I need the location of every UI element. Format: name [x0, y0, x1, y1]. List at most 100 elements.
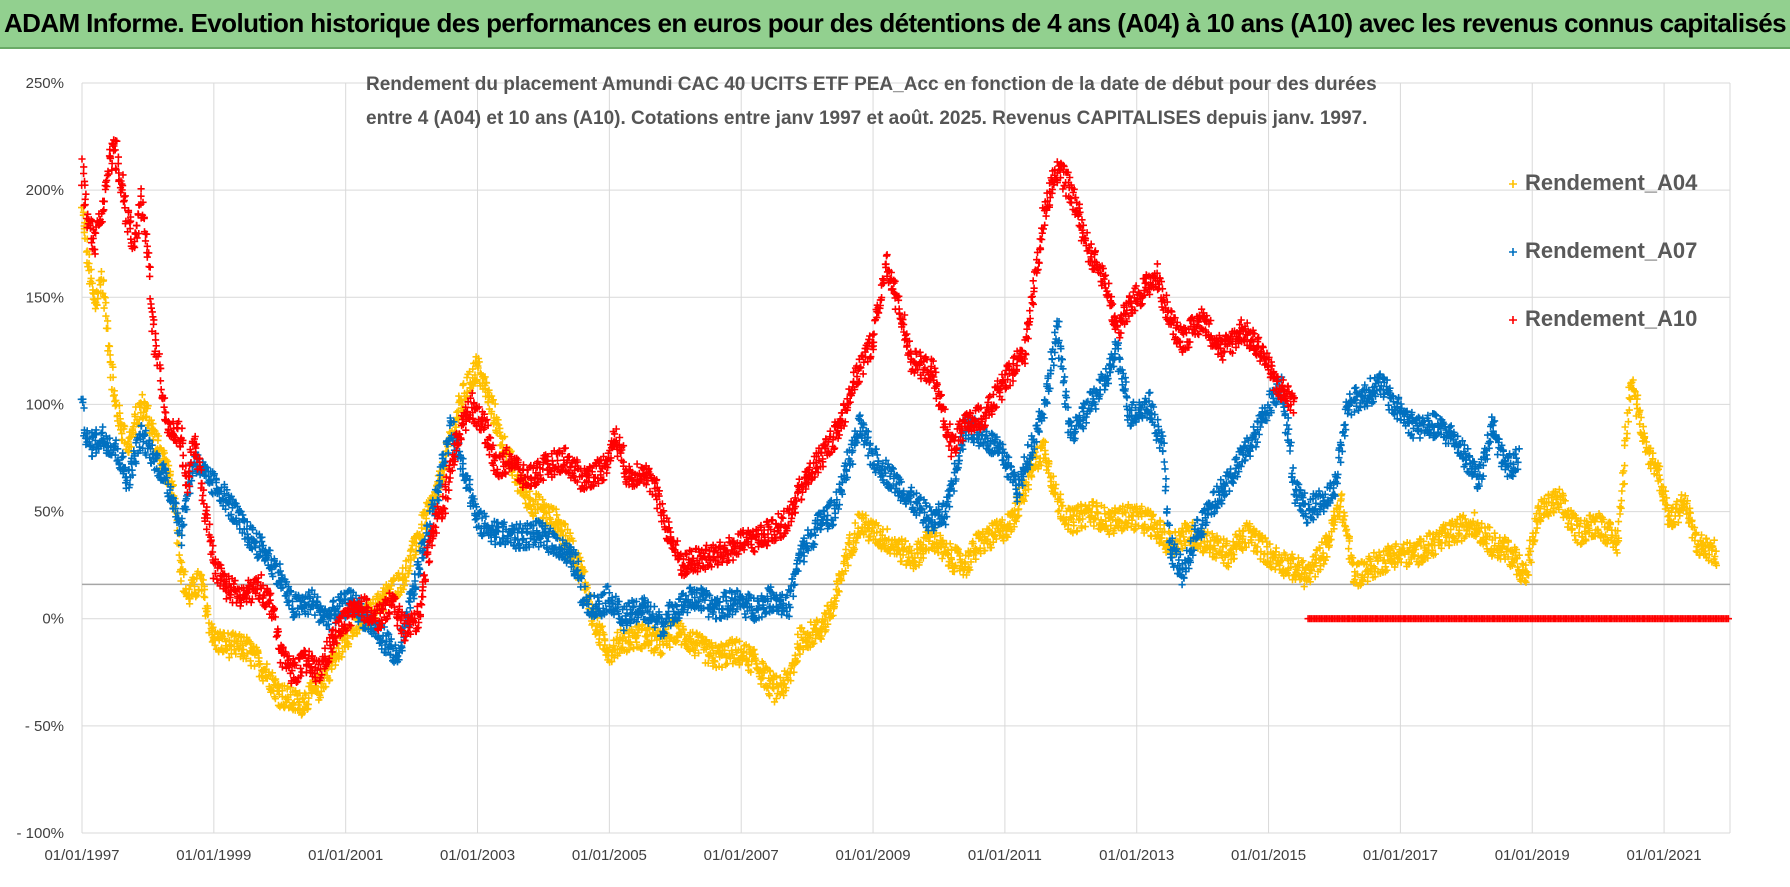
- data-point: [941, 508, 950, 516]
- data-point: [177, 577, 185, 585]
- data-point: [85, 259, 93, 268]
- data-point: [127, 433, 135, 441]
- data-point: [422, 514, 430, 523]
- data-point: [255, 654, 263, 662]
- title-bar: ADAM Informe. Evolution historique des p…: [0, 0, 1790, 49]
- data-point: [100, 304, 108, 312]
- data-point: [482, 379, 491, 387]
- data-point: [811, 531, 819, 539]
- data-point: [496, 424, 504, 432]
- data-point: [475, 358, 483, 366]
- data-point: [1620, 480, 1628, 488]
- data-point: [1338, 490, 1346, 498]
- data-point: [142, 413, 150, 421]
- data-point: [1617, 497, 1625, 505]
- data-point: [865, 537, 873, 545]
- data-point: [115, 401, 123, 410]
- data-point: [104, 347, 112, 355]
- data-point: [230, 646, 238, 654]
- data-point: [271, 695, 279, 703]
- data-point: [284, 696, 293, 704]
- data-point: [407, 545, 415, 553]
- data-point: [250, 662, 259, 670]
- data-point: [907, 483, 915, 492]
- data-point: [99, 423, 107, 431]
- data-point: [181, 568, 189, 576]
- data-point: [355, 626, 363, 634]
- data-point: [138, 391, 146, 399]
- data-point: [590, 592, 598, 600]
- data-point: [223, 645, 231, 653]
- data-point: [254, 649, 262, 657]
- data-point: [178, 558, 186, 566]
- series-rendement_a04: [78, 204, 1720, 719]
- data-point: [175, 551, 183, 559]
- data-point: [938, 554, 946, 563]
- data-point: [109, 363, 117, 371]
- data-point: [322, 683, 330, 691]
- data-point: [168, 477, 176, 485]
- data-point: [124, 438, 132, 446]
- data-point: [87, 274, 95, 282]
- data-point: [1616, 503, 1624, 511]
- data-point: [200, 586, 209, 594]
- data-point: [369, 595, 377, 604]
- data-point: [99, 289, 107, 297]
- data-point: [209, 623, 217, 631]
- data-point: [353, 630, 361, 638]
- data-point: [406, 604, 414, 612]
- data-point: [100, 293, 108, 301]
- data-point: [1081, 523, 1089, 531]
- data-point: [1621, 462, 1629, 470]
- data-point: [326, 676, 334, 684]
- data-point: [1614, 518, 1623, 526]
- data-point: [121, 422, 129, 431]
- data-point: [110, 391, 118, 399]
- data-point: [1488, 552, 1496, 560]
- data-point: [109, 373, 117, 381]
- data-point: [88, 279, 96, 287]
- data-point: [481, 373, 489, 381]
- data-point: [305, 694, 313, 702]
- data-point: [156, 444, 164, 452]
- data-point: [400, 582, 408, 590]
- data-point: [278, 687, 286, 695]
- data-point: [256, 660, 264, 668]
- data-point: [143, 412, 151, 420]
- data-point: [131, 410, 139, 418]
- data-point: [160, 449, 168, 457]
- data-point: [742, 613, 750, 621]
- data-point: [201, 593, 209, 601]
- data-point: [946, 540, 954, 548]
- data-point: [474, 364, 482, 372]
- data-point: [185, 585, 193, 593]
- data-point: [102, 299, 110, 307]
- data-point: [193, 591, 201, 599]
- data-point: [402, 577, 410, 585]
- data-point: [97, 268, 105, 276]
- data-point: [406, 562, 414, 570]
- data-point: [99, 276, 108, 284]
- data-point: [1345, 545, 1353, 553]
- data-point: [270, 676, 279, 685]
- data-point: [316, 693, 324, 701]
- data-point: [1625, 394, 1633, 402]
- data-point: [93, 287, 101, 295]
- data-point: [472, 377, 480, 385]
- data-point: [150, 426, 158, 434]
- data-point: [163, 457, 172, 465]
- data-point: [404, 569, 412, 577]
- data-point: [127, 443, 135, 451]
- data-point: [926, 503, 934, 511]
- data-point: [154, 432, 162, 440]
- data-point: [268, 669, 276, 677]
- data-point: [91, 305, 100, 313]
- data-point: [135, 416, 143, 424]
- data-point: [192, 590, 200, 598]
- data-point: [263, 660, 271, 668]
- data-point: [304, 700, 312, 708]
- data-points: [77, 136, 1732, 719]
- data-point: [204, 610, 212, 619]
- data-point: [116, 409, 124, 417]
